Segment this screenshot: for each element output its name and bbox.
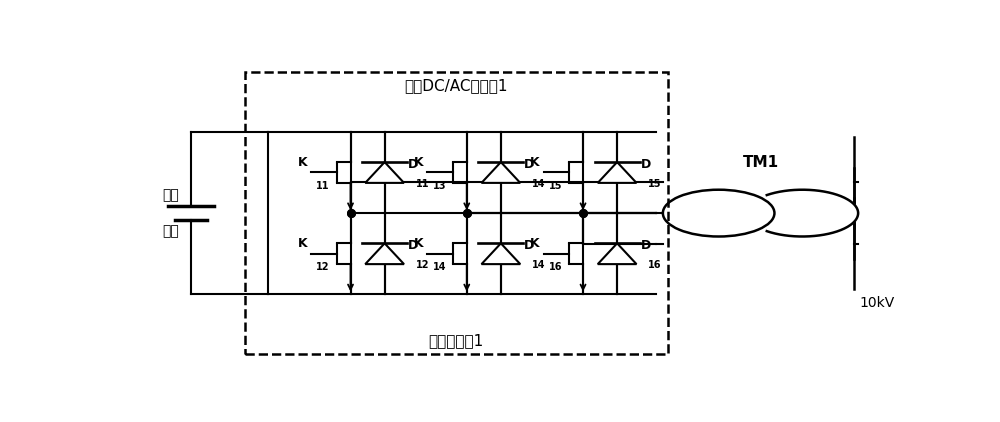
Text: K: K [530,238,540,251]
Text: 14: 14 [532,260,545,270]
Text: 储能变流器1: 储能变流器1 [429,333,484,348]
Text: K: K [414,238,423,251]
Text: D: D [524,239,534,252]
Polygon shape [482,243,520,264]
Text: D: D [408,239,418,252]
Text: 12: 12 [316,262,330,272]
Text: K: K [530,156,540,169]
Text: 14: 14 [433,262,446,272]
Bar [245,72,668,354]
Text: 12: 12 [416,260,429,270]
Text: TM1: TM1 [742,155,779,170]
Text: 双向DC/AC变流器1: 双向DC/AC变流器1 [405,78,508,93]
Polygon shape [365,162,404,183]
Text: 电容: 电容 [162,224,179,238]
Text: 10kV: 10kV [860,296,895,310]
Text: 15: 15 [549,181,562,191]
Text: 11: 11 [316,181,330,191]
Text: D: D [524,158,534,171]
Polygon shape [482,162,520,183]
Text: K: K [298,238,307,251]
Text: 16: 16 [549,262,562,272]
Text: 超级: 超级 [162,188,179,202]
Polygon shape [598,162,637,183]
Text: K: K [298,156,307,169]
Text: D: D [640,239,651,252]
Text: K: K [414,156,423,169]
Text: 11: 11 [416,179,429,189]
Text: D: D [640,158,651,171]
Text: 16: 16 [648,260,662,270]
Polygon shape [365,243,404,264]
Text: 13: 13 [433,181,446,191]
Text: D: D [408,158,418,171]
Polygon shape [767,190,858,236]
Text: 15: 15 [648,179,662,189]
Text: 14: 14 [532,179,545,189]
Polygon shape [598,243,637,264]
